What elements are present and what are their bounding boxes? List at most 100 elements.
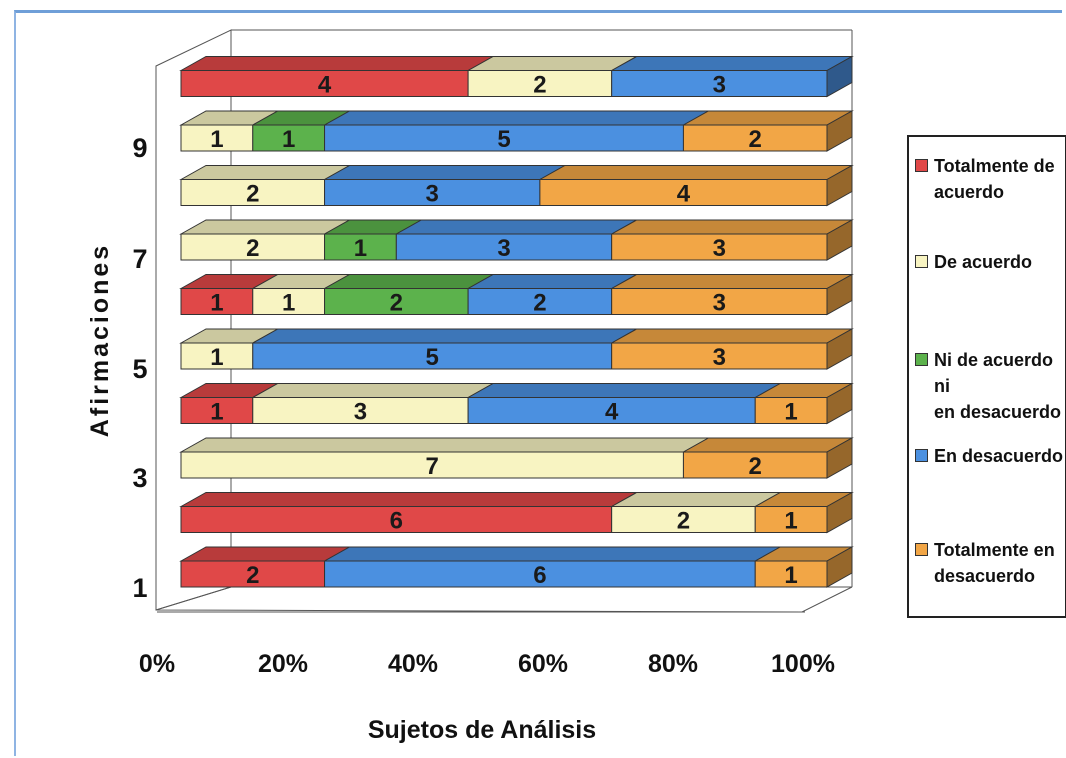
bar-segment-top: [179, 219, 352, 235]
bar-segment-top: [179, 546, 352, 562]
x-tick-label: 60%: [518, 650, 568, 678]
bar-segment-top: [609, 492, 783, 507]
legend-swatch: [915, 159, 928, 172]
legend-label: Ni de acuerdo ni en desacuerdo: [934, 347, 1066, 425]
bar-segment-side: [826, 382, 853, 425]
bar-segment-front: [611, 288, 828, 315]
bar-segment-side: [826, 328, 853, 370]
bar-segment: 2: [466, 274, 639, 317]
chart-frame: [14, 10, 1062, 756]
bar-segment-side: [826, 55, 853, 98]
bar-segment-top: [250, 328, 639, 344]
data-label: 3: [713, 290, 726, 317]
bar-segment-front: [252, 288, 326, 315]
data-label: 2: [677, 508, 690, 535]
bar-segment-front: [252, 397, 469, 424]
bar-segment: 2: [179, 219, 352, 262]
bar-segment: 2: [179, 165, 352, 208]
data-label: 1: [210, 126, 223, 153]
plot-floor: [155, 586, 853, 613]
bar-segment-front: [682, 124, 828, 152]
bar-segment-top: [609, 56, 854, 71]
bar-segment-top: [394, 219, 639, 235]
data-label: 1: [210, 399, 223, 426]
data-label: 1: [210, 344, 223, 371]
bar-segment-side: [826, 546, 853, 588]
data-label: 2: [749, 453, 762, 480]
data-label: 2: [533, 290, 546, 317]
bar-segment-front: [252, 342, 613, 370]
bar-segment-top: [537, 165, 854, 180]
legend: Totalmente de acuerdo De acuerdo Ni de acue…: [907, 135, 1066, 618]
y-tick-label: 7: [132, 244, 147, 274]
legend-label-line: Ni de acuerdo ni: [934, 350, 1054, 396]
bar-segment: 7: [179, 437, 711, 480]
bar-segment: 4: [179, 56, 496, 99]
bar-segment-front: [754, 560, 828, 588]
bar-segment: 3: [609, 55, 854, 99]
legend-label: Totalmente en desacuerdo: [934, 537, 1055, 589]
y-tick-label: 1: [132, 573, 147, 603]
legend-label-line: Totalmente de: [934, 156, 1055, 176]
bar-segment-top: [466, 383, 783, 398]
bar-segment-front: [324, 288, 469, 315]
bar-segment: 3: [609, 273, 854, 317]
bar-segment-top: [609, 219, 854, 235]
y-tick-label: 9: [132, 133, 147, 163]
x-tick-labels: 0% 20% 40% 60% 80% 100%: [139, 650, 835, 678]
data-label: 3: [497, 235, 510, 262]
data-label: 5: [497, 126, 510, 153]
bar-row-5: 1 5 3: [179, 328, 854, 371]
bar-segment-front: [467, 288, 613, 315]
bar-segment: 1: [753, 382, 854, 426]
data-label: 1: [210, 290, 223, 317]
bar-segment: 4: [466, 383, 783, 426]
bar-segment-side: [826, 437, 853, 479]
data-label: 2: [246, 181, 259, 208]
bar-segment: 5: [322, 110, 711, 153]
x-tick-label: 80%: [648, 650, 698, 678]
legend-item: Totalmente en desacuerdo: [915, 537, 1066, 589]
bar-segment-side: [826, 164, 853, 207]
x-axis-title: Sujetos de Análisis: [368, 716, 596, 744]
bar-row-10: 4 2 3: [179, 55, 854, 99]
data-label: 4: [605, 399, 619, 426]
bar-segment: 2: [609, 492, 783, 535]
bar-segment-top: [179, 56, 496, 71]
bar-segment: 1: [753, 546, 854, 589]
bar-segment: 5: [250, 328, 639, 371]
bars-group: 4 2 31 1 5 22 3 42 1 3 31 1 2 2 31 5 31 3 4 17 26 2 12 6 1: [179, 55, 854, 589]
bar-segment-top: [322, 110, 711, 126]
data-label: 2: [390, 290, 403, 317]
bar-segment-top: [609, 274, 854, 289]
bar-segment: 4: [537, 164, 854, 208]
legend-label-line: En desacuerdo: [934, 446, 1064, 466]
y-tick-label: 3: [132, 463, 147, 493]
data-label: 6: [390, 508, 403, 535]
bar-segment: 3: [250, 383, 496, 426]
bar-segment-top: [466, 274, 639, 289]
bar-segment-front: [180, 70, 469, 97]
legend-item: Ni de acuerdo ni en desacuerdo: [915, 347, 1066, 425]
bar-segment-front: [754, 397, 828, 424]
legend-label-line: desacuerdo: [934, 566, 1036, 586]
bar-segment: 2: [681, 110, 854, 153]
data-label: 3: [713, 344, 726, 371]
legend-label-line: acuerdo: [934, 182, 1005, 202]
bar-segment-front: [324, 233, 397, 261]
bar-segment-top: [250, 383, 496, 398]
bar-segment-front: [180, 451, 684, 479]
data-label: 3: [354, 399, 367, 426]
legend-label: En desacuerdo: [934, 443, 1063, 469]
data-label: 4: [318, 72, 332, 99]
legend-label: Totalmente de acuerdo: [934, 153, 1055, 205]
data-label: 2: [749, 126, 762, 153]
bar-segment-top: [609, 328, 854, 344]
legend-swatch: [915, 255, 928, 268]
bar-segment-side: [826, 491, 853, 534]
bar-segment: 1: [250, 110, 352, 153]
data-label: 2: [533, 72, 546, 99]
bar-segment-top: [681, 110, 854, 126]
